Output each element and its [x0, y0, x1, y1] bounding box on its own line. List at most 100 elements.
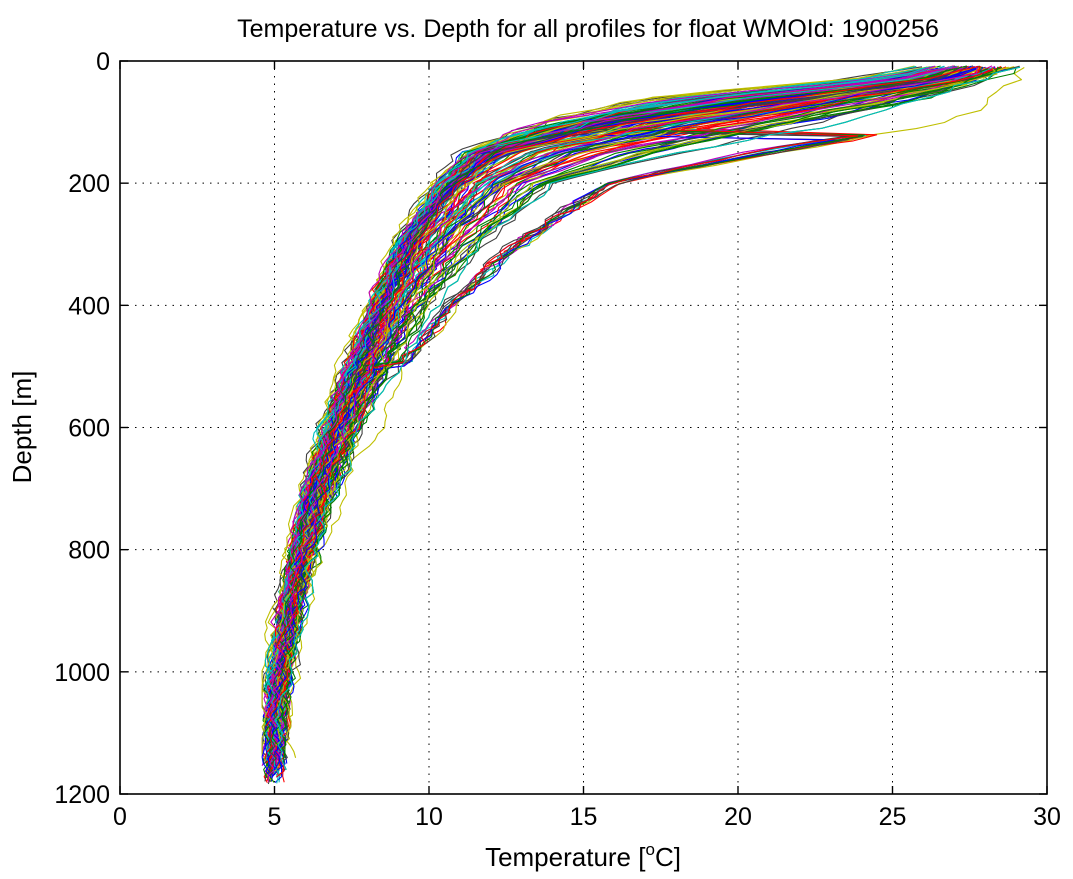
profile-line	[273, 66, 996, 764]
profile-line	[276, 68, 989, 723]
profile-line	[266, 67, 961, 753]
profile-line	[277, 66, 986, 734]
profile-line	[268, 67, 979, 771]
profile-line	[267, 66, 984, 777]
profile-line	[269, 67, 973, 740]
profile-line	[266, 67, 963, 765]
y-tick-label: 400	[68, 292, 110, 320]
profile-line	[277, 66, 982, 764]
profile-line	[279, 66, 999, 752]
y-tick-label: 1000	[54, 659, 110, 687]
profile-line	[272, 65, 976, 739]
plot-frame	[119, 60, 1048, 795]
profile-line	[270, 67, 976, 753]
profile-line	[272, 68, 965, 741]
x-tick-label: 30	[1033, 803, 1061, 831]
x-tick-label: 5	[268, 803, 282, 831]
profile-line	[269, 67, 987, 771]
profile-line	[269, 66, 968, 776]
profile-line	[280, 67, 1014, 722]
axis-ticks: 0 5 10 15 20 25 30 0 200 400 600 800 1000 1200	[54, 48, 1061, 831]
profile-line	[274, 67, 976, 747]
profile-line	[268, 68, 943, 772]
profile-line	[273, 68, 986, 759]
profile-line	[269, 67, 966, 765]
profile-line	[276, 67, 984, 771]
profile-line	[270, 68, 949, 766]
temperature-profiles	[261, 65, 1025, 785]
profile-line	[270, 65, 972, 739]
profile-line	[265, 68, 994, 778]
profile-line	[265, 66, 956, 764]
x-axis-label-text: Temperature [	[485, 842, 646, 872]
profile-line	[276, 67, 972, 723]
profile-line	[267, 68, 961, 785]
profile-line	[263, 67, 978, 784]
profile-line	[273, 69, 957, 766]
profile-line	[271, 66, 964, 746]
profile-line	[274, 66, 1021, 770]
profile-line	[266, 68, 978, 778]
x-tick-label: 20	[724, 803, 752, 831]
profile-line	[276, 66, 1015, 746]
profile-line	[264, 68, 968, 778]
profile-line	[281, 67, 982, 728]
profile-line	[270, 67, 991, 771]
y-axis-label: Depth [m]	[7, 371, 37, 484]
x-tick-label: 25	[879, 803, 907, 831]
profile-line	[273, 66, 981, 764]
profile-line	[271, 65, 968, 751]
profile-line	[267, 66, 958, 782]
y-tick-label: 600	[68, 415, 110, 443]
profile-line	[267, 65, 969, 776]
profile-line	[268, 65, 993, 745]
y-tick-label: 0	[96, 48, 110, 76]
profile-line	[272, 68, 1006, 754]
profile-line	[272, 65, 1020, 763]
profile-line	[270, 65, 974, 745]
chart-title: Temperature vs. Depth for all profiles f…	[237, 15, 939, 43]
profile-line	[269, 67, 966, 765]
profile-line	[271, 65, 975, 757]
profile-line	[264, 66, 971, 782]
profile-line	[273, 66, 1003, 722]
profile-line	[266, 67, 962, 778]
profile-line	[261, 66, 957, 782]
profile-line	[271, 65, 968, 751]
profile-line	[264, 68, 969, 760]
profile-line	[276, 67, 982, 729]
profile-line	[277, 67, 1017, 764]
profile-line	[262, 68, 930, 766]
x-tick-label: 15	[570, 803, 598, 831]
profile-line	[273, 69, 972, 754]
profile-line	[274, 67, 977, 740]
grid-lines	[120, 61, 1047, 794]
profile-line	[270, 67, 960, 771]
profile-line	[268, 65, 959, 769]
profile-line	[264, 67, 959, 783]
profile-line	[273, 65, 981, 733]
profile-line	[276, 67, 972, 723]
profile-line	[264, 67, 954, 777]
profile-line	[267, 67, 986, 783]
profile-line	[271, 67, 979, 759]
y-tick-label: 1200	[54, 781, 110, 809]
profile-line	[267, 66, 958, 782]
profile-line	[271, 67, 977, 783]
profile-line	[265, 67, 953, 747]
profile-line	[275, 66, 958, 746]
profile-line	[275, 67, 990, 728]
x-axis-label-degree: o	[645, 840, 654, 859]
profile-line	[268, 67, 979, 771]
profile-line	[269, 66, 968, 776]
profile-line	[279, 67, 979, 735]
profile-line	[267, 67, 978, 728]
profile-line	[275, 67, 997, 734]
profile-line	[269, 68, 960, 754]
profile-line	[266, 66, 979, 781]
profile-line	[263, 66, 950, 782]
profile-line	[274, 66, 965, 764]
x-axis-label: Temperature [oC]	[485, 840, 681, 872]
x-tick-label: 0	[113, 803, 127, 831]
profile-line	[272, 68, 970, 724]
